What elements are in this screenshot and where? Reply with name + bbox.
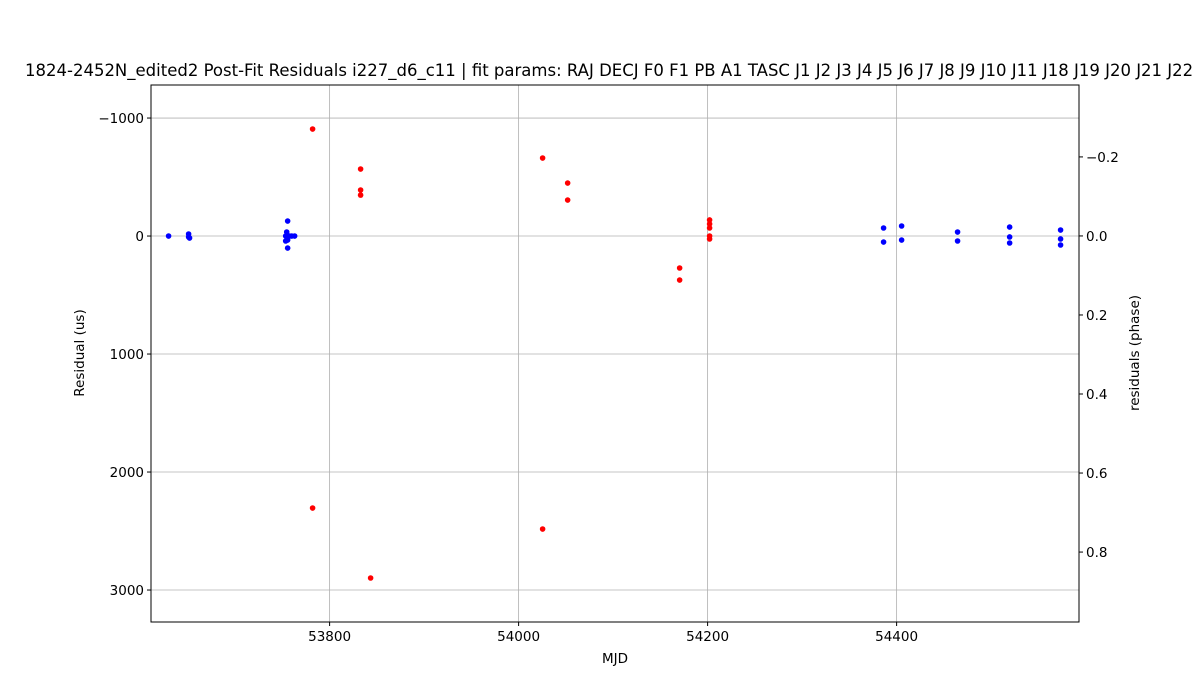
data-point — [1006, 234, 1013, 240]
x-tick-label: 54400 — [875, 629, 918, 645]
data-point — [706, 221, 713, 227]
x-tick-label: 53800 — [308, 629, 351, 645]
data-point — [706, 225, 713, 231]
data-point — [165, 233, 172, 239]
y-tick-label: −1000 — [98, 111, 144, 127]
data-point — [880, 239, 887, 245]
data-point — [880, 225, 887, 231]
data-point — [283, 229, 290, 235]
data-point — [309, 505, 316, 511]
y2-tick-label: 0.0 — [1086, 229, 1107, 245]
data-point — [898, 223, 905, 229]
data-point — [357, 166, 364, 172]
x-tick-label: 54000 — [497, 629, 540, 645]
data-point — [564, 180, 571, 186]
data-point — [706, 236, 713, 242]
data-point — [1006, 224, 1013, 230]
data-point — [676, 265, 683, 271]
x-tick-label: 54200 — [686, 629, 729, 645]
y-tick-label: 3000 — [110, 583, 144, 599]
chart-title: 1824-2452N_edited2 Post-Fit Residuals i2… — [25, 61, 1193, 81]
data-point — [284, 245, 291, 251]
y2-tick-label: −0.2 — [1086, 150, 1119, 166]
y2-tick-label: 0.6 — [1086, 466, 1107, 482]
plot-frame — [150, 84, 1080, 623]
data-point — [367, 575, 374, 581]
data-point — [1006, 240, 1013, 246]
y-tick-label: 0 — [135, 229, 144, 245]
y2-tick-label: 0.4 — [1086, 387, 1107, 403]
data-point — [282, 238, 289, 244]
data-point — [309, 126, 316, 132]
data-point — [357, 192, 364, 198]
data-point — [357, 187, 364, 193]
x-axis-label: MJD — [602, 651, 628, 667]
y2-axis-label: residuals (phase) — [1127, 295, 1143, 411]
y-tick-label: 1000 — [110, 347, 144, 363]
data-point — [291, 233, 298, 239]
data-point — [186, 235, 193, 241]
y-tick-label: 2000 — [110, 465, 144, 481]
data-point — [1057, 227, 1064, 233]
y2-tick-label: 0.2 — [1086, 308, 1107, 324]
data-point — [706, 217, 713, 223]
data-point — [1057, 242, 1064, 248]
data-point — [1057, 236, 1064, 242]
y-axis-label: Residual (us) — [72, 309, 88, 396]
data-point — [539, 526, 546, 532]
data-point — [539, 155, 546, 161]
data-point — [954, 238, 961, 244]
y2-tick-label: 0.8 — [1086, 545, 1107, 561]
data-point — [564, 197, 571, 203]
data-point — [954, 229, 961, 235]
data-point — [284, 218, 291, 224]
data-point — [898, 237, 905, 243]
data-point — [676, 277, 683, 283]
